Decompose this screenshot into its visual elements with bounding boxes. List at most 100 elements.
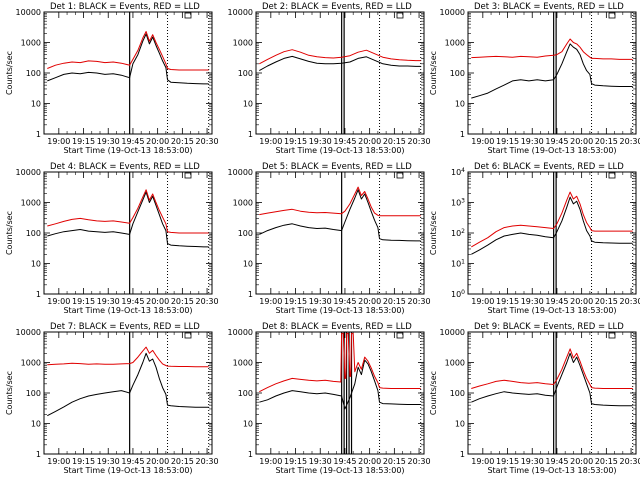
x-tick-label: 19:45: [333, 457, 356, 466]
y-tick-label: 10000: [440, 8, 465, 17]
x-tick-label: 20:30: [196, 137, 219, 146]
x-tick-label: 20:00: [146, 457, 169, 466]
y-tick-label: 1000: [445, 359, 465, 368]
x-tick-label: 20:15: [595, 137, 618, 146]
x-tick-label: 20:15: [595, 297, 618, 306]
series-events-line: [47, 191, 209, 248]
y-axis-label: Counts/sec: [429, 371, 438, 415]
x-tick-label: 20:00: [358, 297, 381, 306]
y-tick-label: 10: [455, 100, 465, 109]
series-events-line: [47, 33, 209, 85]
x-tick-label: 20:15: [383, 137, 406, 146]
x-tick-label: 19:00: [259, 457, 282, 466]
x-tick-label: 20:30: [408, 297, 431, 306]
series-lld-line: [47, 31, 209, 71]
x-tick-label: 20:15: [595, 457, 618, 466]
series-lld-line: [259, 186, 421, 217]
flare-indicator-box: [608, 332, 616, 339]
x-tick-label: 20:00: [570, 457, 593, 466]
x-axis-label: Start Time (19-Oct-13 18:53:00): [63, 306, 192, 315]
y-tick-label: 100: [451, 289, 465, 299]
x-tick-label: 19:15: [72, 137, 95, 146]
x-tick-label: 20:15: [383, 457, 406, 466]
series-events-line: [259, 55, 421, 72]
series-lld-line: [471, 191, 633, 248]
x-axis-label: Start Time (19-Oct-13 18:53:00): [487, 306, 616, 315]
y-tick-label: 100: [26, 69, 41, 78]
y-tick-label: 1000: [21, 199, 41, 208]
plot-frame: [255, 331, 425, 455]
y-tick-label: 1: [248, 450, 253, 459]
y-tick-label: 10000: [228, 8, 253, 17]
series-lld-line: [259, 49, 421, 65]
x-tick-label: 19:45: [545, 457, 568, 466]
x-tick-label: 20:30: [408, 457, 431, 466]
x-axis-label: Start Time (19-Oct-13 18:53:00): [63, 466, 192, 475]
x-tick-label: 19:15: [284, 457, 307, 466]
x-axis-label: Start Time (19-Oct-13 18:53:00): [275, 146, 404, 155]
y-tick-label: 10: [31, 100, 41, 109]
x-tick-label: 20:00: [146, 297, 169, 306]
y-tick-label: 1: [460, 130, 465, 139]
y-tick-label: 10000: [16, 328, 41, 337]
x-tick-label: 20:00: [358, 137, 381, 146]
x-tick-label: 19:30: [97, 457, 120, 466]
y-axis-label: Counts/sec: [429, 211, 438, 255]
series-lld-line: [259, 332, 421, 393]
x-tick-label: 20:15: [383, 297, 406, 306]
x-tick-label: 19:45: [333, 297, 356, 306]
x-tick-label: 19:00: [259, 297, 282, 306]
y-tick-label: 1000: [233, 199, 253, 208]
y-tick-label: 100: [26, 229, 41, 238]
x-tick-label: 19:00: [471, 457, 494, 466]
y-axis-label: Counts/sec: [429, 51, 438, 95]
y-axis-label: Counts/sec: [5, 51, 14, 95]
y-tick-label: 1: [248, 290, 253, 299]
x-tick-label: 19:00: [47, 137, 70, 146]
y-tick-label: 101: [451, 259, 465, 269]
y-tick-label: 10000: [440, 328, 465, 337]
y-tick-label: 1: [36, 290, 41, 299]
x-tick-label: 20:30: [620, 457, 640, 466]
series-events-line: [259, 189, 421, 242]
series-lld-line: [471, 38, 633, 60]
x-tick-label: 19:00: [471, 297, 494, 306]
x-tick-label: 20:30: [620, 137, 640, 146]
y-tick-label: 102: [451, 228, 465, 238]
x-tick-label: 19:30: [97, 297, 120, 306]
y-tick-label: 1: [460, 450, 465, 459]
x-tick-label: 19:45: [121, 137, 144, 146]
plot-frame: [255, 171, 425, 295]
y-tick-label: 1: [36, 450, 41, 459]
y-tick-label: 1000: [21, 39, 41, 48]
x-tick-label: 19:15: [72, 297, 95, 306]
x-tick-label: 19:45: [121, 457, 144, 466]
y-tick-label: 100: [238, 229, 253, 238]
y-tick-label: 10: [455, 420, 465, 429]
x-tick-label: 20:30: [196, 297, 219, 306]
series-lld-line: [471, 348, 633, 389]
panel-title: Det 4: BLACK = Events, RED = LLD: [50, 162, 200, 172]
panel-title: Det 6: BLACK = Events, RED = LLD: [474, 162, 624, 172]
x-tick-label: 19:00: [471, 137, 494, 146]
flare-indicator-box: [396, 172, 404, 179]
series-lld-line: [47, 346, 209, 368]
y-tick-label: 100: [238, 69, 253, 78]
x-tick-label: 19:15: [284, 137, 307, 146]
x-tick-label: 19:45: [545, 137, 568, 146]
panel-det-1: Det 1: BLACK = Events, RED = LLD 1 10 100 10…: [5, 2, 219, 155]
series-events-line: [471, 43, 633, 99]
x-tick-label: 19:00: [259, 137, 282, 146]
series-lld-line: [47, 189, 209, 234]
flare-indicator-box: [608, 12, 616, 19]
x-tick-label: 19:15: [284, 297, 307, 306]
x-axis-label: Start Time (19-Oct-13 18:53:00): [275, 306, 404, 315]
y-tick-label: 100: [450, 69, 465, 78]
x-tick-label: 20:00: [570, 297, 593, 306]
y-tick-label: 103: [451, 198, 465, 208]
panel-det-3: Det 3: BLACK = Events, RED = LLD 1 10 100 10…: [429, 2, 640, 155]
x-tick-label: 20:00: [358, 457, 381, 466]
flare-indicator-box: [184, 172, 192, 179]
flare-indicator-box: [396, 12, 404, 19]
x-tick-label: 20:30: [196, 457, 219, 466]
